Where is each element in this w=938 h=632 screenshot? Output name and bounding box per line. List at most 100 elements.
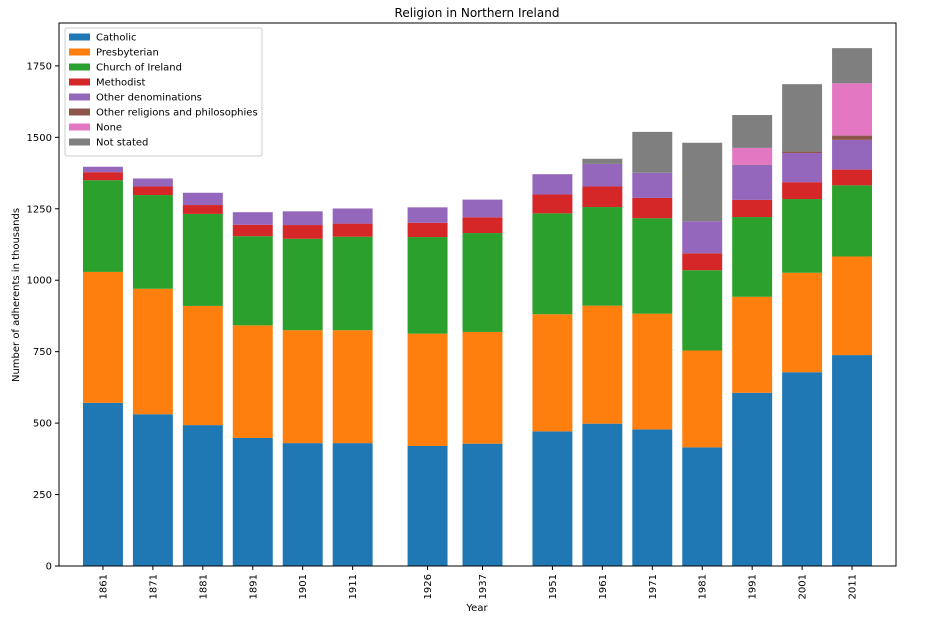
y-axis: 0 250 500 750 1000 1250 1500 1750 [27, 61, 59, 573]
bar-other-denominations-1991 [732, 165, 773, 200]
legend-label-other-denominations: Other denominations [96, 93, 202, 104]
bar-church-of-ireland-1911 [332, 236, 373, 331]
legend-swatch-other-denominations [69, 93, 90, 101]
bar-catholic-1951 [532, 431, 573, 566]
bar-other-religions-and-philosophies-2001 [782, 151, 823, 154]
x-tick-label: 1871 [148, 574, 159, 599]
y-axis-label: Number of adherents in thousands [11, 208, 22, 382]
bar-not-stated-2001 [782, 84, 823, 152]
bar-other-denominations-1951 [532, 174, 573, 195]
bar-methodist-1951 [532, 194, 573, 214]
y-tick-label: 500 [33, 419, 52, 430]
legend-swatch-not-stated [69, 138, 90, 146]
bar-other-denominations-1891 [232, 212, 273, 225]
bar-other-denominations-2011 [832, 139, 873, 170]
bar-church-of-ireland-1951 [532, 213, 573, 315]
bar-catholic-1926 [407, 445, 448, 566]
bar-presbyterian-2011 [832, 256, 873, 356]
bar-catholic-1961 [582, 423, 623, 566]
bar-other-denominations-1861 [82, 166, 123, 173]
bar-church-of-ireland-1881 [182, 213, 223, 306]
bar-presbyterian-1881 [182, 305, 223, 426]
legend-label-other-religions-and-philosophies: Other religions and philosophies [96, 108, 258, 119]
legend-label-not-stated: Not stated [96, 138, 148, 149]
bar-catholic-1911 [332, 443, 373, 566]
bar-methodist-2011 [832, 169, 873, 186]
bar-methodist-1911 [332, 223, 373, 237]
series-other-denominations [82, 139, 873, 254]
bar-other-religions-and-philosophies-2011 [832, 135, 873, 140]
series-none [732, 83, 873, 165]
bar-methodist-1981 [682, 253, 723, 271]
bar-presbyterian-1911 [332, 330, 373, 444]
legend: Catholic Presbyterian Church of Ireland Met… [64, 27, 263, 157]
bar-not-stated-1981 [682, 142, 723, 222]
y-tick-label: 750 [33, 347, 52, 358]
legend-label-methodist: Methodist [96, 78, 145, 89]
series-presbyterian [82, 256, 873, 448]
legend-swatch-presbyterian [69, 48, 90, 56]
bar-church-of-ireland-2001 [782, 199, 823, 273]
series-church-of-ireland [82, 180, 873, 351]
bar-not-stated-1961 [582, 158, 623, 164]
bar-methodist-1926 [407, 222, 448, 238]
bar-church-of-ireland-1861 [82, 180, 123, 272]
bar-catholic-2001 [782, 372, 823, 566]
legend-swatch-catholic [69, 33, 90, 41]
x-tick-label: 1891 [248, 574, 259, 599]
y-tick-label: 250 [33, 490, 52, 501]
x-tick-label: 1971 [648, 574, 659, 599]
x-tick-label: 1861 [98, 574, 109, 599]
bar-presbyterian-1861 [82, 271, 123, 403]
bar-presbyterian-1926 [407, 333, 448, 446]
bar-other-denominations-1871 [132, 178, 173, 187]
bar-none-1991 [732, 147, 773, 165]
x-tick-label: 1991 [748, 574, 759, 599]
legend-label-catholic: Catholic [96, 33, 137, 44]
bar-other-denominations-1937 [462, 199, 503, 218]
bar-methodist-1901 [282, 225, 323, 239]
x-tick-label: 1881 [198, 574, 209, 599]
bar-presbyterian-1871 [132, 288, 173, 415]
x-tick-label: 1951 [548, 574, 559, 599]
bar-other-denominations-1971 [632, 172, 673, 198]
bar-presbyterian-1961 [582, 305, 623, 424]
bar-church-of-ireland-1926 [407, 237, 448, 334]
bar-catholic-1991 [732, 392, 773, 566]
bar-presbyterian-1971 [632, 313, 673, 430]
bar-not-stated-2011 [832, 48, 873, 84]
x-tick-label: 1926 [423, 574, 434, 599]
bars-layer [82, 48, 873, 566]
series-catholic [82, 355, 873, 566]
series-not-stated [582, 48, 873, 222]
bar-presbyterian-2001 [782, 272, 823, 373]
series-methodist [82, 169, 873, 271]
bar-other-denominations-1981 [682, 221, 723, 254]
y-tick-label: 1250 [27, 204, 52, 215]
bar-catholic-1891 [232, 437, 273, 566]
bar-catholic-1901 [282, 443, 323, 566]
x-axis-label: Year [465, 603, 488, 614]
bar-church-of-ireland-1991 [732, 217, 773, 297]
bar-methodist-1961 [582, 186, 623, 208]
bar-catholic-1861 [82, 402, 123, 566]
bar-methodist-1891 [232, 224, 273, 237]
bar-presbyterian-1981 [682, 350, 723, 448]
bar-church-of-ireland-1871 [132, 195, 173, 289]
bar-church-of-ireland-1961 [582, 207, 623, 306]
x-axis: 1861 1871 1881 1891 1901 1911 1926 1937 1951 1961… [98, 566, 859, 599]
bar-catholic-1937 [462, 443, 503, 566]
bar-presbyterian-1901 [282, 330, 323, 444]
bar-presbyterian-1891 [232, 325, 273, 438]
plot-area-frame [58, 22, 897, 567]
legend-swatch-none [69, 123, 90, 131]
bar-catholic-1981 [682, 447, 723, 566]
bar-methodist-1861 [82, 172, 123, 181]
bar-none-2011 [832, 83, 873, 136]
bar-other-denominations-1911 [332, 208, 373, 224]
bar-not-stated-1971 [632, 131, 673, 173]
bar-other-denominations-2001 [782, 153, 823, 183]
chart-title: Religion in Northern Ireland [395, 6, 560, 20]
